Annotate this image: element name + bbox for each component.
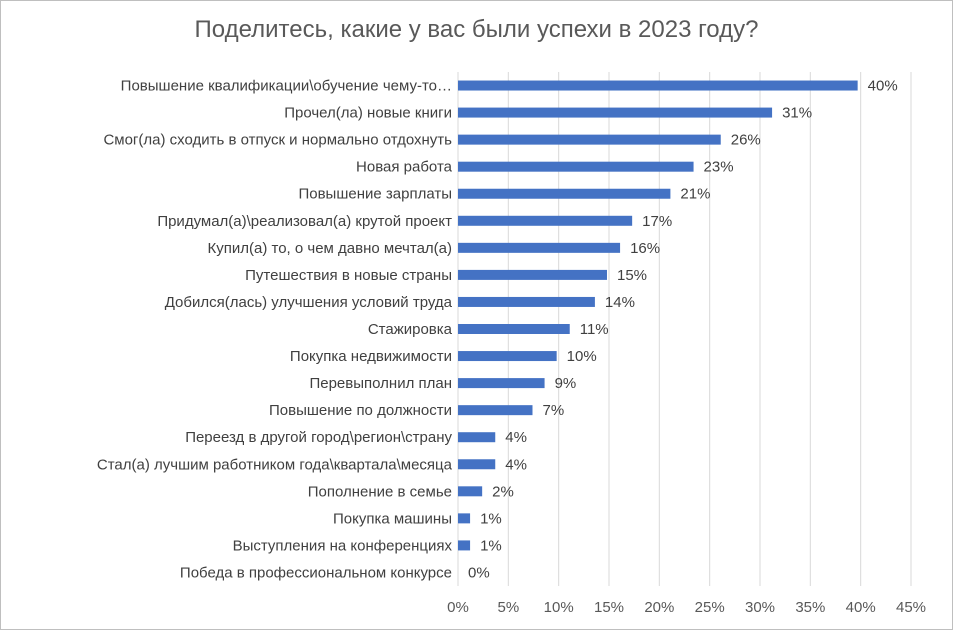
- bar: [458, 459, 496, 470]
- bars: [458, 80, 858, 551]
- category-label: Победа в профессиональном конкурсе: [180, 564, 452, 581]
- bar: [458, 188, 671, 199]
- value-label: 26%: [731, 132, 761, 149]
- category-label: Смог(ла) сходить в отпуск и нормально от…: [103, 132, 452, 149]
- bar: [458, 405, 533, 416]
- category-labels: Повышение квалификации\обучение чему-то……: [97, 78, 453, 582]
- category-label: Выступления на конференциях: [233, 537, 453, 554]
- value-label: 40%: [868, 78, 898, 95]
- value-label: 31%: [782, 105, 812, 122]
- value-label: 15%: [617, 267, 647, 284]
- value-label: 11%: [580, 321, 609, 338]
- bar: [458, 161, 694, 172]
- category-label: Покупка машины: [333, 510, 452, 527]
- value-label: 14%: [605, 294, 635, 311]
- category-label: Придумал(а)\реализовал(а) крутой проект: [157, 213, 452, 230]
- x-tick-label: 35%: [795, 599, 825, 616]
- bar: [458, 513, 471, 524]
- value-label: 16%: [630, 240, 660, 257]
- bar: [458, 269, 607, 280]
- value-label: 21%: [680, 186, 710, 203]
- x-tick-label: 20%: [644, 599, 674, 616]
- value-label: 1%: [480, 537, 502, 554]
- bar: [458, 351, 557, 362]
- category-label: Повышение квалификации\обучение чему-то…: [121, 78, 452, 95]
- bar: [458, 540, 471, 551]
- bar: [458, 107, 773, 118]
- value-labels: 40% 31% 26% 23% 21% 17% 16% 15% 14% 11% 10% 9% 7% 4% 4…: [468, 78, 898, 582]
- category-label: Купил(а) то, о чем давно мечтал(а): [208, 240, 452, 257]
- value-label: 4%: [505, 429, 527, 446]
- category-label: Покупка недвижимости: [290, 348, 452, 365]
- category-label: Прочел(ла) новые книги: [284, 105, 452, 122]
- value-label: 9%: [555, 375, 577, 392]
- bar: [458, 432, 496, 443]
- x-tick-label: 40%: [846, 599, 876, 616]
- category-label: Путешествия в новые страны: [245, 267, 452, 284]
- value-label: 10%: [567, 348, 597, 365]
- bar: [458, 134, 721, 145]
- value-label: 23%: [704, 159, 734, 176]
- bar: [458, 80, 858, 91]
- chart-title: Поделитесь, какие у вас были успехи в 20…: [194, 16, 759, 43]
- category-label: Стал(а) лучшим работником года\квартала\…: [97, 456, 453, 473]
- value-label: 1%: [480, 510, 502, 527]
- value-label: 0%: [468, 564, 490, 581]
- x-tick-label: 10%: [544, 599, 574, 616]
- category-label: Пополнение в семье: [308, 483, 452, 500]
- value-label: 2%: [492, 483, 514, 500]
- bar: [458, 215, 633, 226]
- x-tick-label: 30%: [745, 599, 775, 616]
- bar: [458, 242, 621, 253]
- category-label: Стажировка: [368, 321, 453, 338]
- bar: [458, 296, 595, 307]
- value-label: 4%: [505, 456, 527, 473]
- category-label: Переезд в другой город\регион\страну: [185, 429, 452, 446]
- category-label: Перевыполнил план: [309, 375, 452, 392]
- bar: [458, 324, 570, 334]
- x-tick-label: 25%: [695, 599, 725, 616]
- value-label: 17%: [642, 213, 672, 230]
- value-label: 7%: [542, 402, 564, 419]
- category-label: Повышение по должности: [269, 402, 452, 419]
- x-tick-label: 5%: [497, 599, 519, 616]
- bar: [458, 486, 483, 497]
- x-tick-label: 15%: [594, 599, 624, 616]
- x-tick-label: 45%: [896, 599, 926, 616]
- category-label: Повышение зарплаты: [298, 186, 452, 203]
- bar: [458, 378, 545, 389]
- x-tick-label: 0%: [447, 599, 469, 616]
- x-tick-labels: 0% 5% 10% 15% 20% 25% 30% 35% 40% 45%: [447, 599, 926, 616]
- category-label: Добился(лась) улучшения условий труда: [165, 294, 453, 311]
- category-label: Новая работа: [356, 159, 453, 176]
